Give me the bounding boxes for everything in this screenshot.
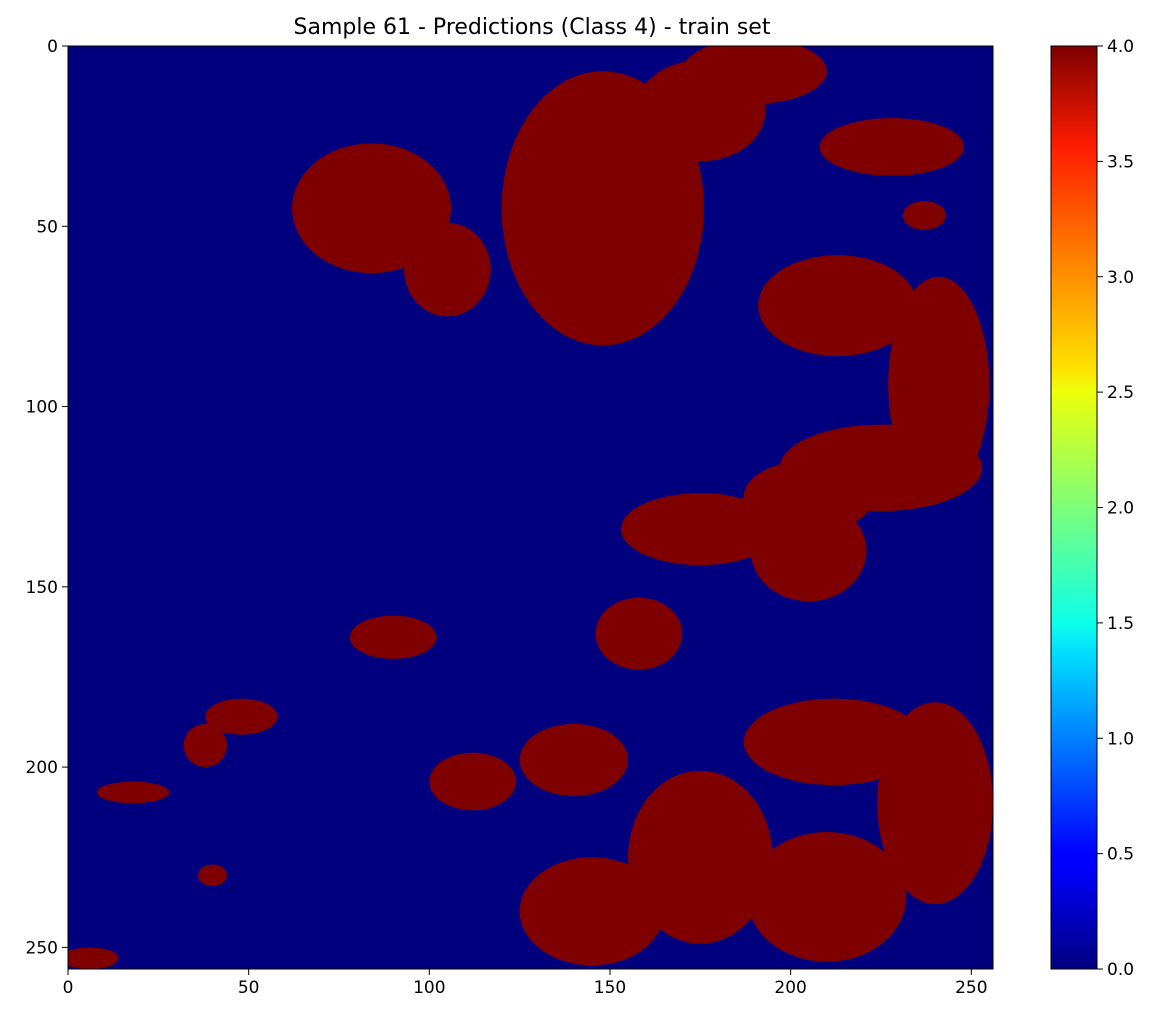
region-class-4 [747, 831, 907, 962]
region-class-4 [96, 781, 170, 804]
region-class-4 [620, 493, 780, 566]
region-class-4 [292, 143, 452, 274]
region-class-4 [628, 770, 773, 944]
x-tick-label: 100 [413, 978, 445, 998]
colorbar-tick-label: 1.0 [1107, 729, 1134, 749]
y-tick-label: 150 [26, 578, 58, 598]
x-axis: 0 50 100 150 200 250 [63, 969, 988, 998]
colorbar-tick-label: 2.0 [1107, 499, 1134, 519]
heatmap [68, 46, 993, 969]
colorbar-gradient [1050, 45, 1098, 970]
region-class-4 [519, 723, 629, 796]
region-class-4 [682, 46, 827, 104]
x-tick-label: 150 [594, 978, 626, 998]
region-class-4 [404, 222, 491, 317]
region-class-4 [429, 752, 517, 811]
region-class-4 [198, 864, 227, 887]
region-class-4 [902, 201, 947, 230]
y-axis: 0 50 100 150 200 250 [26, 37, 68, 958]
colorbar-tick-label: 2.5 [1107, 383, 1134, 403]
colorbar-tick-label: 4.0 [1107, 37, 1134, 57]
y-tick-label: 100 [26, 398, 58, 418]
colorbar-tick-label: 0.5 [1107, 845, 1134, 865]
y-tick-label: 50 [36, 217, 58, 237]
colorbar: 0.0 0.5 1.0 1.5 2.0 2.5 3.0 3.5 4.0 [1050, 37, 1134, 980]
region-class-4 [68, 947, 119, 969]
region-class-4 [758, 255, 918, 357]
colorbar-tick-label: 0.0 [1107, 960, 1134, 980]
x-tick-label: 200 [774, 978, 806, 998]
region-class-4 [819, 118, 965, 176]
region-class-4 [595, 597, 683, 670]
region-class-4 [205, 698, 278, 735]
colorbar-tick-label: 1.5 [1107, 614, 1134, 634]
x-tick-label: 250 [955, 978, 987, 998]
chart-title: Sample 61 - Predictions (Class 4) - trai… [294, 15, 771, 40]
region-class-4 [743, 698, 925, 786]
y-tick-label: 200 [26, 758, 58, 778]
region-class-4 [519, 857, 665, 966]
region-class-4 [349, 615, 437, 659]
region-class-4 [877, 702, 993, 905]
region-class-4 [183, 723, 227, 768]
y-tick-label: 250 [26, 938, 58, 958]
x-tick-label: 0 [63, 978, 74, 998]
colorbar-tick-label: 3.0 [1107, 268, 1134, 288]
colorbar-tick-label: 3.5 [1107, 152, 1134, 172]
plot-frame [67, 45, 994, 970]
region-class-4 [750, 500, 867, 602]
x-tick-label: 50 [238, 978, 260, 998]
y-tick-label: 0 [47, 37, 58, 57]
